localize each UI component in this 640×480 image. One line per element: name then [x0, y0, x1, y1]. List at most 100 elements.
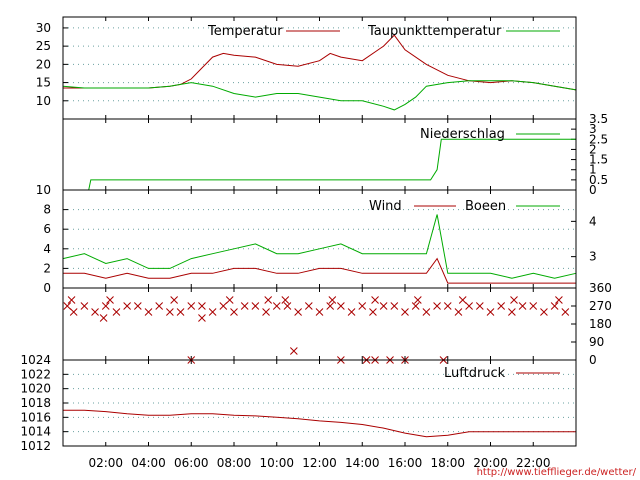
data-point — [510, 296, 518, 304]
y-tick-right-label: 4 — [589, 214, 597, 228]
series-line — [63, 409, 576, 438]
data-point — [379, 302, 388, 310]
data-point — [69, 308, 78, 316]
y-tick-label: 1018 — [20, 396, 51, 410]
data-point — [67, 296, 76, 304]
data-point — [283, 302, 292, 310]
y-tick-right-label: 3 — [589, 250, 597, 264]
data-point — [219, 302, 228, 310]
data-point — [315, 308, 324, 316]
y-tick-label: 10 — [36, 94, 51, 108]
y-tick-right-label: 0 — [589, 183, 597, 197]
data-point — [166, 308, 174, 316]
panel-frame — [62, 287, 577, 361]
data-point — [170, 296, 179, 304]
data-point — [272, 302, 281, 310]
y-tick-right-label: 0 — [589, 353, 597, 367]
y-tick-label: 2 — [43, 261, 51, 275]
data-point — [208, 308, 217, 316]
y-tick-label: 25 — [36, 39, 51, 53]
precipitation-panel: 00.511.522.533.5 Niederschlag — [62, 112, 608, 197]
x-tick-label: 14:00 — [345, 456, 380, 470]
y-tick-right-label: 360 — [589, 281, 612, 295]
y-tick-label: 1014 — [20, 425, 51, 439]
y-tick-right-label: 2 — [589, 142, 597, 156]
data-point — [176, 308, 185, 316]
x-tick-label: 02:00 — [88, 456, 123, 470]
data-point — [155, 302, 164, 310]
data-point — [326, 302, 335, 310]
y-tick-label: 20 — [36, 57, 51, 71]
y-tick-label: 1020 — [20, 382, 51, 396]
wind-direction-panel: 0 90 180 270 360 — [62, 281, 612, 367]
wind-panel: 0 2 4 6 8 10 3 4 Wind Boeen — [36, 183, 597, 295]
data-point — [486, 308, 495, 316]
data-point — [289, 347, 298, 355]
y-tick-right-label: 180 — [589, 317, 612, 331]
data-point — [328, 296, 337, 304]
data-point — [358, 302, 367, 310]
data-point — [518, 302, 527, 310]
x-tick-label: 18:00 — [430, 456, 465, 470]
legend-label: Boeen — [465, 199, 506, 214]
y-tick-right-label: 3 — [589, 122, 597, 136]
data-point — [540, 308, 548, 316]
y-tick-right-label: 2.5 — [589, 132, 608, 146]
data-point — [347, 308, 356, 316]
temperature-panel: 10 15 20 25 30 Temperatur Taupunkttemperatur — [36, 16, 577, 120]
credit-link[interactable]: http://www.tiefflieger.de/wetter/ — [477, 467, 637, 478]
data-point — [144, 308, 153, 316]
data-point — [101, 302, 110, 310]
legend-label: Niederschlag — [420, 127, 505, 142]
data-point — [112, 308, 121, 316]
series-line — [63, 138, 576, 191]
data-point — [198, 302, 206, 310]
x-tick-label: 20:00 — [473, 456, 508, 470]
data-point — [281, 296, 290, 304]
data-point — [475, 302, 484, 310]
data-point — [422, 308, 431, 316]
data-point — [187, 302, 196, 310]
x-tick-label: 04:00 — [131, 456, 166, 470]
data-point — [390, 302, 399, 310]
data-point — [508, 308, 516, 316]
y-tick-label: 4 — [43, 242, 51, 256]
data-point — [230, 308, 238, 316]
x-tick-label: 10:00 — [259, 456, 294, 470]
data-point — [458, 296, 467, 304]
series-line — [63, 34, 577, 91]
y-tick-label: 0 — [43, 281, 51, 295]
y-tick-label: 6 — [43, 222, 51, 236]
y-tick-right-label: 1.5 — [589, 153, 608, 167]
data-point — [304, 302, 313, 310]
data-point — [550, 302, 559, 310]
time-axis: 02:00 04:00 06:00 08:00 10:00 12:00 14:00 16:00… — [88, 456, 550, 470]
data-point — [411, 302, 420, 310]
data-point — [91, 308, 99, 316]
x-tick-label: 22:00 — [516, 456, 551, 470]
data-point — [99, 314, 108, 322]
y-tick-right-label: 90 — [589, 335, 604, 349]
series-line — [62, 214, 577, 279]
data-point — [337, 302, 345, 310]
legend-label: Wind — [369, 199, 402, 214]
y-tick-right-label: 270 — [589, 299, 612, 313]
data-point — [561, 308, 570, 316]
data-point — [529, 302, 538, 310]
data-point — [106, 296, 114, 304]
y-tick-label: 1016 — [20, 410, 51, 424]
data-point — [251, 302, 260, 310]
data-point — [133, 302, 142, 310]
data-point — [294, 308, 302, 316]
data-point — [465, 302, 473, 310]
y-tick-label: 10 — [36, 183, 51, 197]
data-point — [264, 296, 273, 304]
data-point — [413, 296, 422, 304]
x-tick-label: 06:00 — [174, 456, 209, 470]
data-point — [262, 308, 270, 316]
data-point — [433, 302, 441, 310]
data-point — [371, 296, 379, 304]
y-tick-label: 1012 — [20, 439, 51, 453]
